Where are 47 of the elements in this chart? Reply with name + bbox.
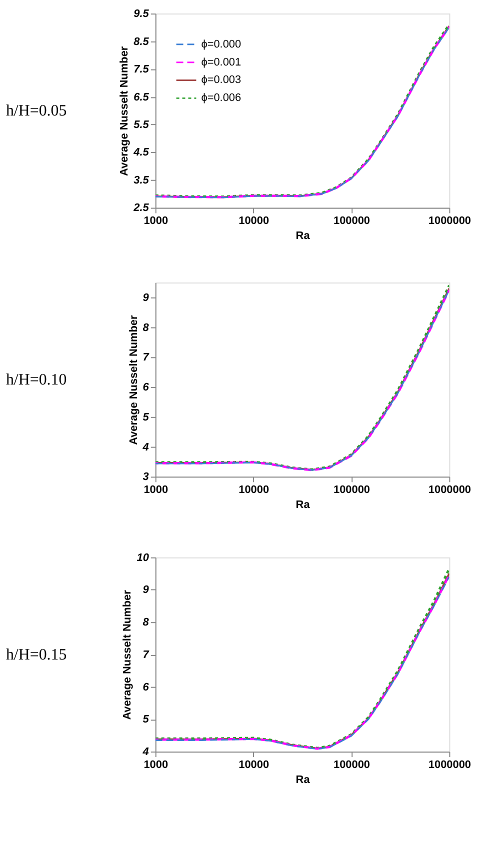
x-tick-label: 10000 bbox=[238, 484, 270, 496]
y-tick-label: 4 bbox=[142, 441, 149, 454]
y-tick-label: 7 bbox=[142, 648, 150, 661]
y-tick-label: 3 bbox=[142, 471, 149, 484]
y-tick-label: 7.5 bbox=[134, 64, 150, 76]
y-tick-label: 6 bbox=[142, 382, 150, 394]
text: h/H=0.15 bbox=[6, 646, 67, 664]
legend-label: ϕ=0.000 bbox=[201, 38, 242, 50]
y-axis-title: Average Nusselt Number bbox=[128, 314, 140, 445]
legend-label: ϕ=0.001 bbox=[201, 56, 242, 68]
y-tick-label: 9 bbox=[142, 292, 150, 304]
y-tick-label: 6 bbox=[142, 681, 150, 694]
x-tick-label: 100000 bbox=[334, 215, 370, 228]
x-axis-title: Ra bbox=[296, 230, 311, 242]
text: h/H=0.10 bbox=[6, 372, 67, 389]
x-tick-label: 1000000 bbox=[428, 759, 471, 772]
y-axis-title: Average Nusselt Number bbox=[122, 589, 134, 720]
y-tick-label: 2.5 bbox=[132, 202, 150, 214]
y-tick-label: 5 bbox=[142, 411, 150, 424]
y-tick-label: 4.5 bbox=[132, 146, 150, 159]
y-tick-label: 5.5 bbox=[134, 119, 150, 131]
x-tick-label: 1000000 bbox=[428, 484, 471, 496]
x-tick-label: 1000000 bbox=[428, 215, 471, 228]
y-tick-label: 8.5 bbox=[134, 36, 150, 48]
x-axis-title: Ra bbox=[296, 499, 311, 512]
legend-label: ϕ=0.003 bbox=[201, 74, 242, 86]
y-tick-label: 8 bbox=[142, 322, 150, 334]
y-tick-label: 8 bbox=[142, 616, 150, 629]
x-axis-title: Ra bbox=[296, 774, 311, 786]
legend-label: ϕ=0.006 bbox=[201, 92, 242, 104]
x-tick-label: 1000 bbox=[144, 759, 168, 772]
y-tick-label: 9.5 bbox=[134, 8, 150, 20]
x-tick-label: 100000 bbox=[334, 484, 370, 496]
y-tick-label: 5 bbox=[142, 714, 150, 726]
text: h/H=0.05 bbox=[6, 102, 67, 120]
y-tick-label: 3.5 bbox=[134, 174, 150, 186]
y-tick-label: 9 bbox=[142, 584, 150, 596]
x-tick-label: 100000 bbox=[334, 759, 370, 772]
y-tick-label: 10 bbox=[136, 552, 149, 564]
x-tick-label: 1000 bbox=[144, 484, 168, 496]
x-tick-label: 10000 bbox=[238, 759, 270, 772]
y-tick-label: 4 bbox=[142, 746, 149, 758]
x-tick-label: 1000 bbox=[144, 215, 168, 228]
y-tick-label: 6.5 bbox=[134, 91, 150, 104]
y-tick-label: 7 bbox=[142, 352, 150, 364]
y-axis-title: Average Nusselt Number bbox=[118, 46, 131, 176]
x-tick-label: 10000 bbox=[238, 215, 270, 228]
